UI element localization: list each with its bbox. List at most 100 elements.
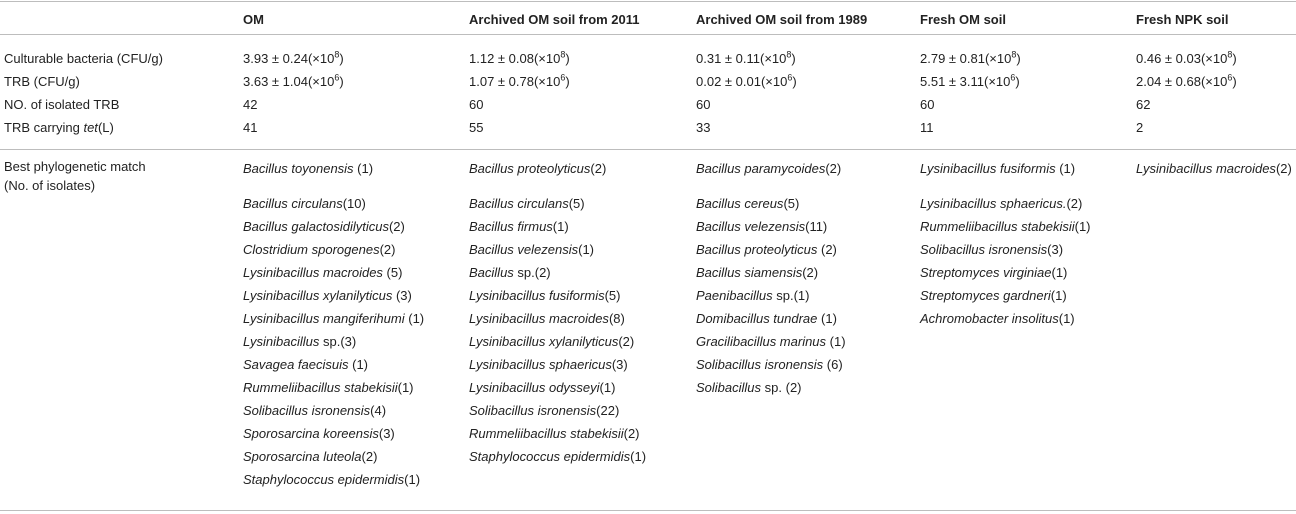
- table-cell: 5.51 ± 3.11(×106): [920, 72, 1020, 89]
- isolate-count: (2): [388, 219, 405, 234]
- species-name: Solibacillus: [696, 380, 762, 395]
- isolate-count: (1): [1051, 265, 1068, 280]
- isolate-count: (2): [1066, 196, 1083, 211]
- column-header-om: OM: [243, 12, 264, 27]
- species-name: Solibacillus isronensis: [920, 242, 1048, 257]
- species-name: Lysinibacillus mangiferihumi: [243, 311, 405, 326]
- list-item: Lysinibacillus fusiformis(5): [469, 284, 646, 307]
- table-cell: 33: [696, 120, 711, 135]
- row-label-trb-carrying-tet: TRB carrying tet(L): [4, 120, 114, 135]
- species-name: Bacillus paramycoides: [696, 161, 826, 176]
- table-cell: 60: [469, 97, 484, 112]
- list-item: Staphylococcus epidermidis(1): [243, 468, 424, 491]
- column-header-fresh-om: Fresh OM soil: [920, 12, 1006, 27]
- species-name: Lysinibacillus macroides: [1136, 161, 1276, 176]
- table-cell: 1.07 ± 0.78(×106): [469, 72, 570, 89]
- list-item: Lysinibacillus odysseyi(1): [469, 376, 646, 399]
- species-name: Rummeliibacillus stabekisii: [469, 426, 624, 441]
- list-item: Bacillus velezensis(1): [469, 238, 646, 261]
- list-item: Lysinibacillus mangiferihumi (1): [243, 307, 424, 330]
- phylo-label-line1: Best phylogenetic match: [4, 159, 146, 174]
- table-cell: 0.46 ± 0.03(×108): [1136, 49, 1237, 66]
- column-header-archived-2011: Archived OM soil from 2011: [469, 12, 640, 27]
- species-list-fresh-npk: Lysinibacillus macroides(2): [1136, 157, 1292, 180]
- species-name: Solibacillus isronensis: [243, 403, 371, 418]
- isolate-count: (2): [618, 334, 635, 349]
- species-name: Streptomyces gardneri: [920, 288, 1051, 303]
- species-list-fresh-om: Lysinibacillus fusiformis (1) Lysinibacil…: [920, 157, 1091, 330]
- list-item: Streptomyces gardneri(1): [920, 284, 1091, 307]
- section-rule: [0, 149, 1296, 150]
- header-rule: [0, 34, 1296, 35]
- species-name: Staphylococcus epidermidis: [243, 472, 405, 487]
- list-item: Streptomyces virginiae(1): [920, 261, 1091, 284]
- list-item: Lysinibacillus fusiformis (1): [920, 157, 1091, 180]
- isolate-count: (2): [1275, 161, 1292, 176]
- species-name: Bacillus proteolyticus: [696, 242, 818, 257]
- list-item: Sporosarcina luteola(2): [243, 445, 424, 468]
- species-name: Bacillus velezensis: [469, 242, 579, 257]
- species-name: Bacillus circulans: [243, 196, 343, 211]
- list-item: Lysinibacillus xylanilyticus(2): [469, 330, 646, 353]
- list-item: Bacillus proteolyticus (2): [696, 238, 846, 261]
- isolate-count: (2): [361, 449, 378, 464]
- list-item: Bacillus sp.(2): [469, 261, 646, 284]
- species-name: Solibacillus isronensis: [469, 403, 597, 418]
- isolate-count: (1): [1050, 288, 1067, 303]
- species-name: Bacillus: [469, 265, 514, 280]
- isolate-count: (2): [379, 242, 396, 257]
- isolate-count: (1): [826, 334, 846, 349]
- species-name: Bacillus galactosidilyticus: [243, 219, 389, 234]
- isolate-count: (2): [590, 161, 607, 176]
- column-header-fresh-npk: Fresh NPK soil: [1136, 12, 1229, 27]
- list-item: Sporosarcina koreensis(3): [243, 422, 424, 445]
- list-item: Bacillus circulans(5): [469, 192, 646, 215]
- species-name: Bacillus firmus: [469, 219, 553, 234]
- species-name: Lysinibacillus sphaericus: [469, 357, 612, 372]
- isolate-count: sp. (2): [761, 380, 802, 395]
- species-name: Domibacillus tundrae: [696, 311, 818, 326]
- species-name: Rummeliibacillus stabekisii: [243, 380, 398, 395]
- isolate-count: sp.(1): [772, 288, 810, 303]
- table-cell: 62: [1136, 97, 1151, 112]
- list-item: Bacillus proteolyticus(2): [469, 157, 646, 180]
- list-item: Solibacillus sp. (2): [696, 376, 846, 399]
- species-name: Lysinibacillus: [243, 334, 320, 349]
- list-item: Domibacillus tundrae (1): [696, 307, 846, 330]
- species-name: Savagea faecisuis: [243, 357, 349, 372]
- list-item: Solibacillus isronensis(3): [920, 238, 1091, 261]
- species-name: Clostridium sporogenes: [243, 242, 380, 257]
- list-item: Lysinibacillus xylanilyticus (3): [243, 284, 424, 307]
- list-item: Gracilibacillus marinus (1): [696, 330, 846, 353]
- isolate-count: (2): [623, 426, 640, 441]
- table-cell: 0.02 ± 0.01(×106): [696, 72, 797, 89]
- isolate-count: (5): [568, 196, 585, 211]
- species-list-archived-2011: Bacillus proteolyticus(2) Bacillus circul…: [469, 157, 646, 468]
- list-item: Paenibacillus sp.(1): [696, 284, 846, 307]
- species-name: Lysinibacillus macroides: [243, 265, 383, 280]
- table-cell: 60: [696, 97, 711, 112]
- species-name: Bacillus circulans: [469, 196, 569, 211]
- list-item: Lysinibacillus macroides(2): [1136, 157, 1292, 180]
- species-name: Achromobacter insolitus: [920, 311, 1059, 326]
- isolate-count: (1): [1058, 311, 1075, 326]
- species-name: Sporosarcina koreensis: [243, 426, 379, 441]
- list-item: Bacillus firmus(1): [469, 215, 646, 238]
- list-item: Achromobacter insolitus(1): [920, 307, 1091, 330]
- table-cell: 2.79 ± 0.81(×108): [920, 49, 1021, 66]
- table-cell: 3.93 ± 0.24(×108): [243, 49, 344, 66]
- isolate-count: (1): [578, 242, 594, 257]
- isolate-count: (1): [404, 311, 425, 326]
- isolate-count: sp.(2): [513, 265, 551, 280]
- row-label-culturable-bacteria: Culturable bacteria (CFU/g): [4, 51, 163, 66]
- list-item: Lysinibacillus sphaericus.(2): [920, 192, 1091, 215]
- species-name: Lysinibacillus fusiformis: [469, 288, 605, 303]
- list-item: Solibacillus isronensis(4): [243, 399, 424, 422]
- species-name: Lysinibacillus macroides: [469, 311, 609, 326]
- list-item: Rummeliibacillus stabekisii(2): [469, 422, 646, 445]
- list-item: Solibacillus isronensis (6): [696, 353, 846, 376]
- list-item: Lysinibacillus macroides (5): [243, 261, 424, 284]
- isolate-count: (5): [604, 288, 621, 303]
- table-cell: 41: [243, 120, 258, 135]
